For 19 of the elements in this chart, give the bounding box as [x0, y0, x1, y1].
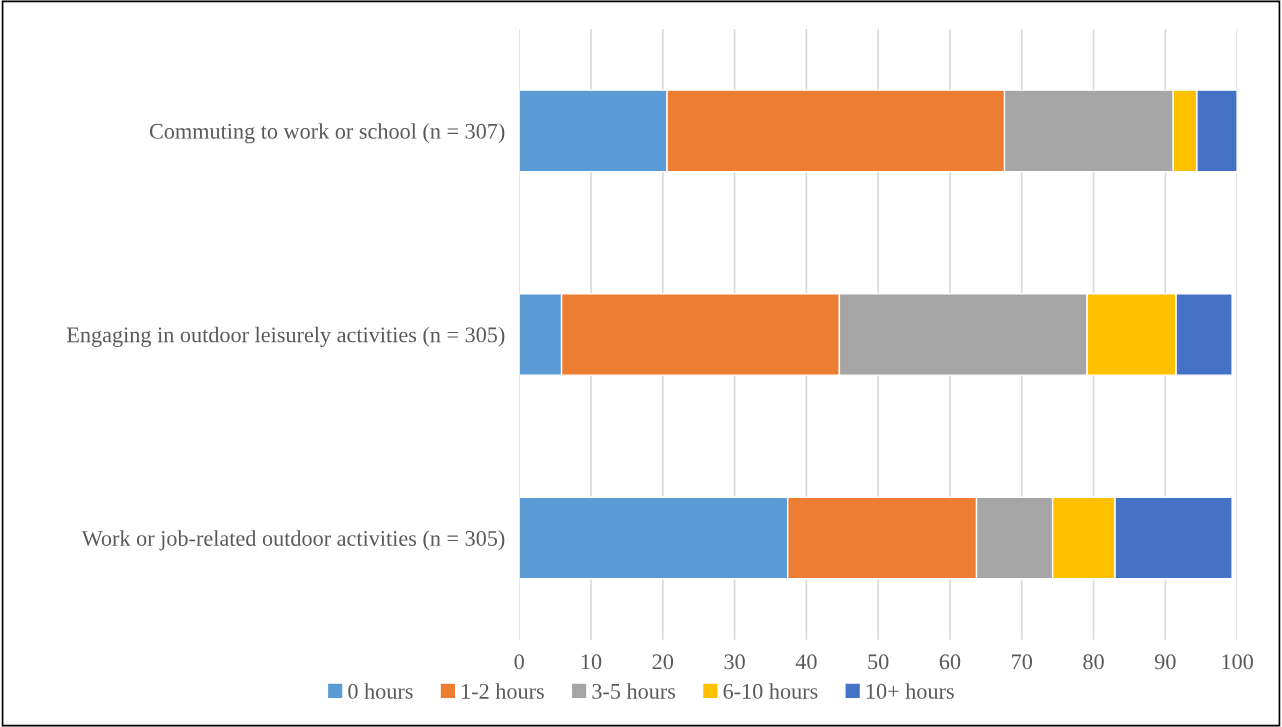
x-tick-label: 40	[795, 654, 817, 670]
legend-label: 0 hours	[348, 683, 413, 699]
legend-label: 3-5 hours	[592, 683, 676, 699]
y-tick-label: Commuting to work or school (n = 307)	[149, 123, 505, 144]
legend-label: 10+ hours	[866, 683, 954, 699]
x-tick-label: 90	[1154, 654, 1176, 670]
x-tick-label: 50	[868, 654, 889, 670]
x-tick-label: 70	[1012, 654, 1033, 670]
x-tick-label: 30	[724, 654, 745, 670]
x-tick-label: 10	[581, 654, 602, 670]
x-tick-label: 20	[652, 654, 674, 670]
y-tick-label: Engaging in outdoor leisurely activities (n = 305)	[66, 326, 505, 347]
x-tick-label: 0	[514, 654, 524, 670]
x-tick-label: 100	[1222, 654, 1253, 670]
legend-label: 6-10 hours	[723, 683, 818, 699]
x-tick-label: 60	[939, 654, 961, 670]
y-tick-label: Work or job-related outdoor activities (n = 305)	[81, 530, 505, 551]
x-tick-label: 80	[1083, 654, 1104, 670]
legend-label: 1-2 hours	[462, 683, 544, 699]
